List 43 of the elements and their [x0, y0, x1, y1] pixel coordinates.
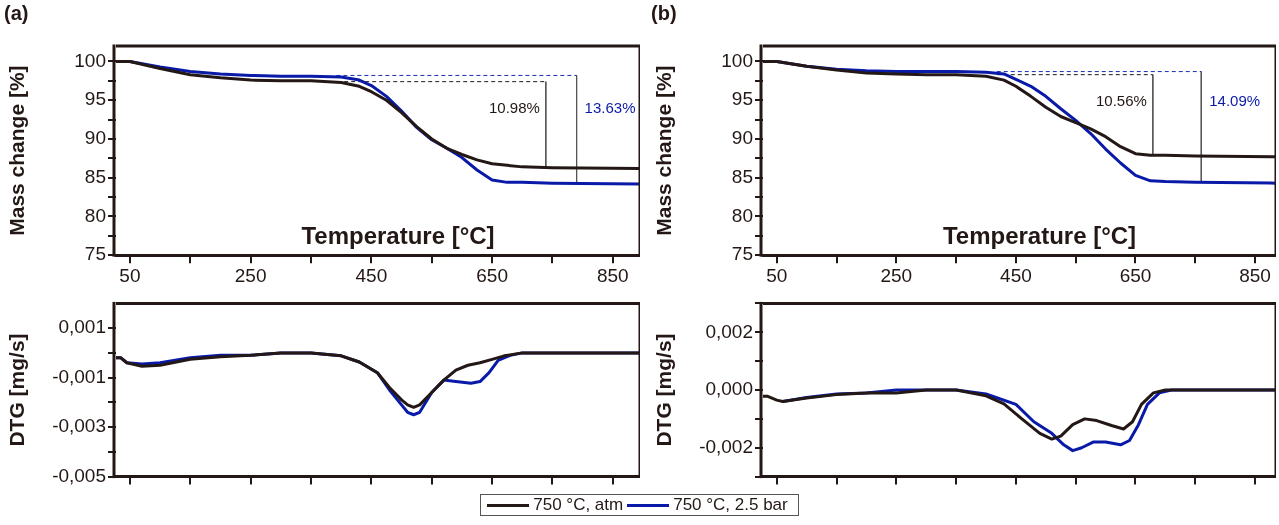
x-tick-label: 650 [476, 264, 508, 286]
x-tick-label: 450 [355, 264, 388, 286]
x-tick-label: 250 [234, 264, 267, 286]
annotation: 13.63% [584, 98, 636, 116]
annotation: 10.98% [488, 98, 540, 116]
y-tick-label: 100 [74, 49, 106, 71]
y-axis-title: DTG [mg/s] [652, 333, 676, 447]
y-tick-label: 75 [732, 243, 754, 265]
y-axis-title: DTG [mg/s] [5, 333, 29, 447]
x-tick-label: 650 [1120, 264, 1152, 286]
y-tick-label: 85 [732, 165, 754, 187]
x-tick-label: 450 [1000, 264, 1033, 286]
y-tick-label: -0,002 [699, 435, 754, 457]
legend-label: 750 °C, atm [533, 495, 624, 515]
y-tick-label: 80 [732, 204, 754, 226]
y-axis-title: Mass change [%] [652, 65, 676, 236]
y-tick-label: 0,000 [705, 378, 754, 400]
y-tick-label: 85 [84, 165, 106, 187]
x-tick-label: 850 [1239, 264, 1272, 286]
legend-label: 750 °C, 2.5 bar [673, 495, 788, 515]
y-tick-label: 95 [732, 88, 754, 110]
y-tick-label: -0,003 [52, 415, 106, 437]
y-tick-label: 100 [721, 49, 754, 71]
annotation: 14.09% [1209, 91, 1261, 109]
annotation: 10.56% [1096, 91, 1148, 109]
x-tick-label: 250 [880, 264, 913, 286]
x-tick-label: 50 [766, 264, 788, 286]
y-tick-label: 75 [84, 243, 106, 265]
y-axis-title: Mass change [%] [5, 65, 29, 236]
x-axis-title: Temperature [°C] [943, 221, 1137, 249]
y-tick-label: 90 [84, 127, 106, 149]
y-tick-label: -0,005 [52, 464, 106, 486]
x-tick-label: 850 [596, 264, 629, 286]
chart-title: (b) [651, 1, 678, 24]
y-tick-label: 0,002 [705, 320, 754, 342]
y-tick-label: 95 [84, 88, 106, 110]
y-tick-label: 80 [84, 204, 106, 226]
y-tick-label: 90 [732, 127, 754, 149]
chart-title: (a) [4, 1, 29, 24]
y-tick-label: -0,001 [52, 365, 106, 387]
x-tick-label: 50 [119, 264, 141, 286]
y-tick-label: 0,001 [58, 316, 106, 338]
x-axis-title: Temperature [°C] [301, 221, 495, 249]
